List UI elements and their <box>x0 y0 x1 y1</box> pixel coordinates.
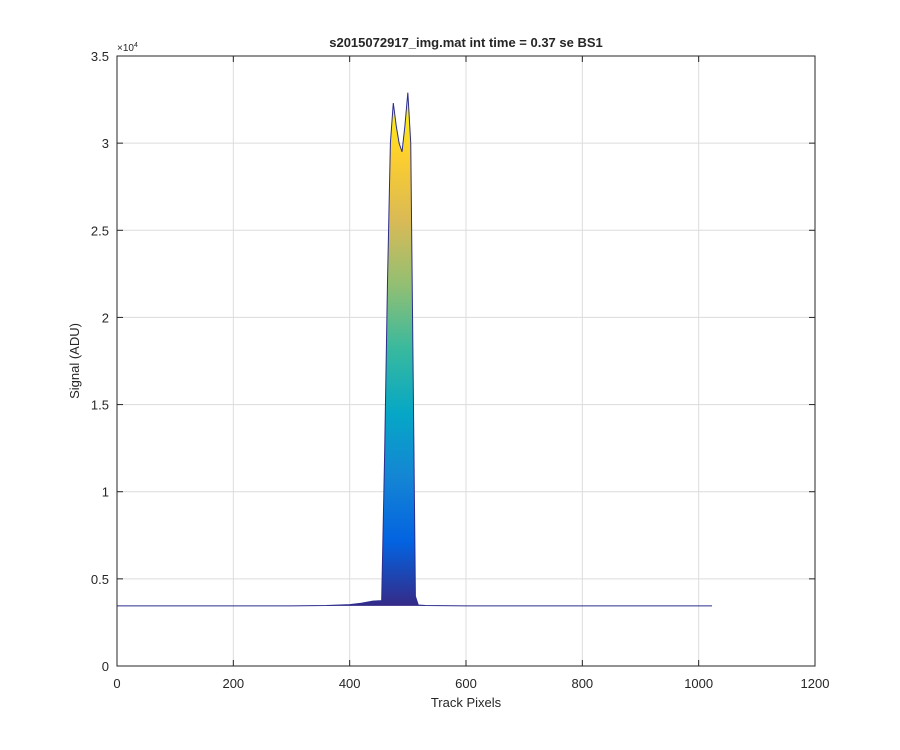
y-axis-label: Signal (ADU) <box>67 323 82 399</box>
chart-title: s2015072917_img.mat int time = 0.37 se B… <box>329 35 603 50</box>
y-tick-label: 0 <box>102 659 109 674</box>
y-exponent-base: ×10 <box>117 43 134 54</box>
y-tick-label: 1 <box>102 485 109 500</box>
x-tick-label: 200 <box>222 676 244 691</box>
y-exponent-power: 4 <box>134 42 138 49</box>
x-tick-label: 400 <box>339 676 361 691</box>
y-tick-labels: 0 0.5 1 1.5 2 2.5 3 3.5 <box>91 49 109 674</box>
x-tick-label: 800 <box>571 676 593 691</box>
signal-line <box>117 92 713 607</box>
x-tick-label: 600 <box>455 676 477 691</box>
x-tick-labels: 0 200 400 600 800 1000 1200 <box>113 676 829 691</box>
grid-lines <box>117 56 815 666</box>
ticks <box>116 55 816 667</box>
x-tick-label: 1000 <box>684 676 713 691</box>
y-tick-label: 2 <box>102 310 109 325</box>
svg-text:×104: ×104 <box>117 42 138 54</box>
y-tick-label: 0.5 <box>91 572 109 587</box>
data-layer <box>117 92 713 607</box>
y-tick-label: 3.5 <box>91 49 109 64</box>
x-tick-label: 0 <box>113 676 120 691</box>
x-axis-label: Track Pixels <box>431 695 502 710</box>
y-tick-label: 3 <box>102 136 109 151</box>
y-tick-label: 1.5 <box>91 398 109 413</box>
y-exponent-label: ×104 <box>117 42 138 54</box>
y-tick-label: 2.5 <box>91 223 109 238</box>
x-tick-label: 1200 <box>801 676 830 691</box>
